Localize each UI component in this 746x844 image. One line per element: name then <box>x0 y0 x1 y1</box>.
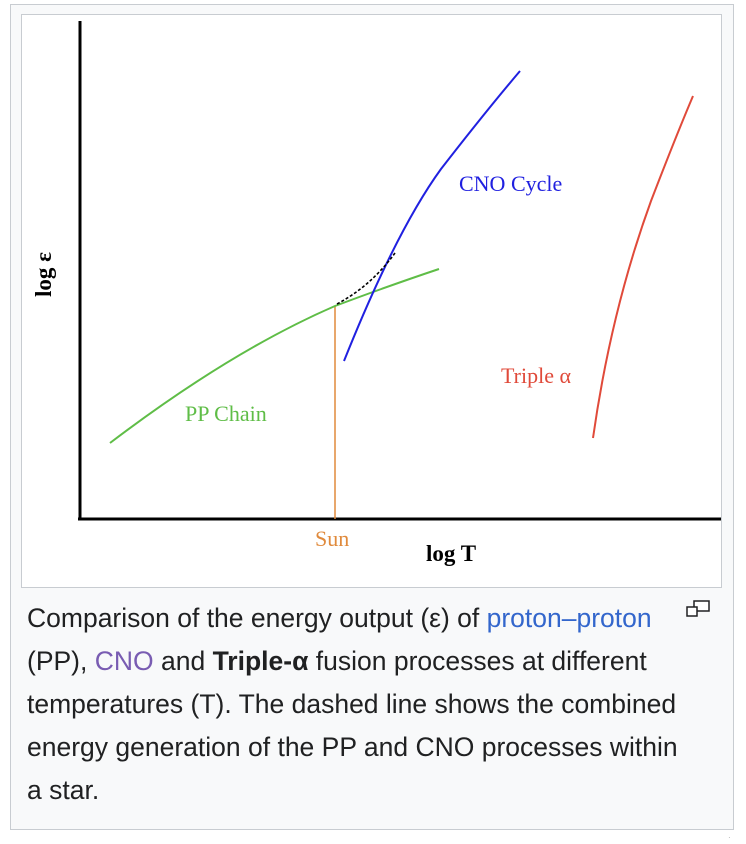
caption-text-3: and <box>153 646 213 676</box>
triple-alpha-label: Triple α <box>501 363 571 388</box>
x-axis-label: log T <box>426 541 476 566</box>
figure-image[interactable]: CNO Cycle Triple α PP Chain Sun log T lo… <box>21 14 722 588</box>
cno-cycle-curve <box>343 70 521 362</box>
pp-chain-curve <box>109 268 440 444</box>
caption-text-2: (PP), <box>27 646 95 676</box>
triple-alpha-bold: Triple-α <box>212 646 309 676</box>
sun-label: Sun <box>315 526 349 551</box>
magnify-clip-icon[interactable] <box>685 600 711 618</box>
combined-dashed-line <box>336 252 396 305</box>
proton-proton-link[interactable]: proton–proton <box>486 603 652 633</box>
energy-output-diagram: CNO Cycle Triple α PP Chain Sun log T lo… <box>31 21 721 566</box>
cno-link[interactable]: CNO <box>94 646 154 676</box>
y-axis-label: log ε <box>31 252 56 297</box>
triple-alpha-curve <box>592 95 694 439</box>
figure-caption: Comparison of the energy output (ε) of p… <box>27 597 693 812</box>
corner-dot: · <box>728 833 731 842</box>
caption-text-1: Comparison of the energy output (ε) of <box>27 603 487 633</box>
cno-cycle-label: CNO Cycle <box>459 171 562 196</box>
pp-chain-label: PP Chain <box>185 401 267 426</box>
caption-text-4: fusion processes at different temperatur… <box>27 646 678 805</box>
